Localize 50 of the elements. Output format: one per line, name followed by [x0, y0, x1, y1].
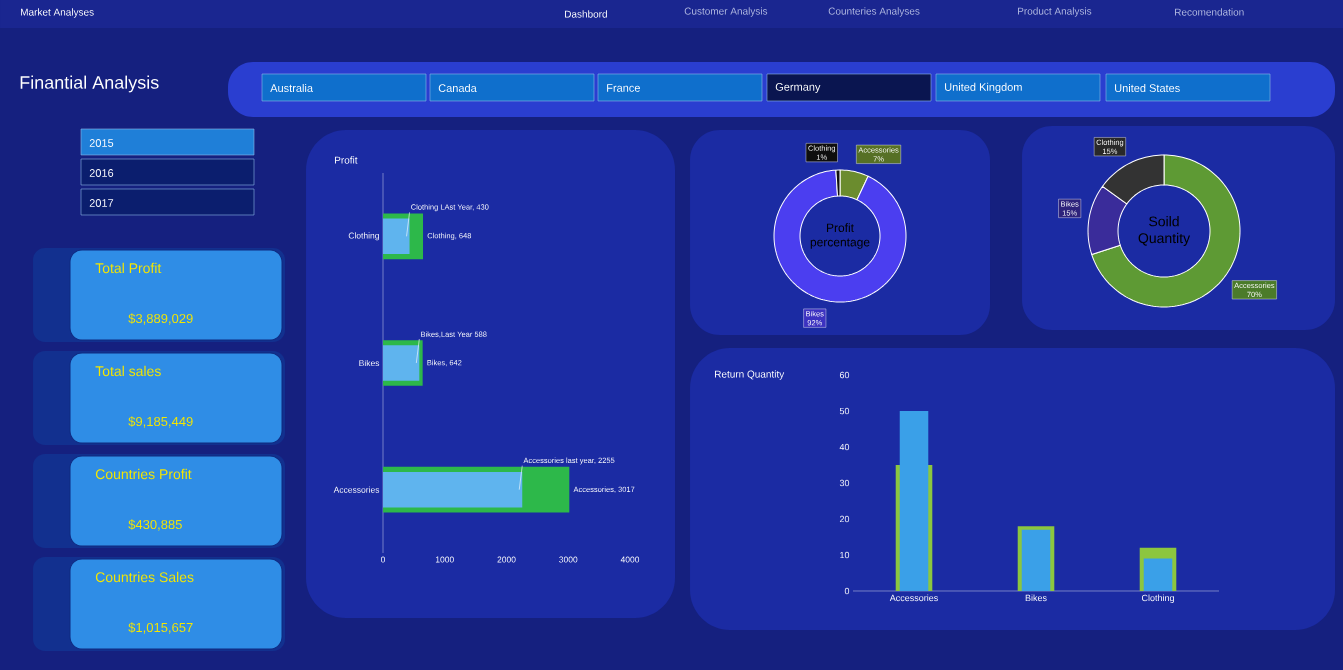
text: Soild Quantity	[1138, 216, 1191, 246]
text: $430,885	[128, 519, 182, 531]
text: Total Profit	[95, 262, 162, 274]
x-tick-label: Bikes	[1025, 594, 1047, 602]
text: Customer Analysis	[684, 7, 768, 17]
y-tick-label: Bikes	[359, 359, 380, 367]
text: Market Analyses	[21, 8, 94, 18]
text: $1,015,657	[128, 622, 193, 634]
text: Australia	[270, 83, 313, 93]
text: Dashbord	[565, 10, 607, 18]
text: Germany	[775, 83, 821, 93]
bar	[1143, 558, 1173, 591]
y-tick-label: 40	[839, 443, 850, 451]
y-tick-label: 10	[840, 551, 850, 559]
text: United States	[1115, 83, 1180, 93]
text: 2016	[89, 169, 114, 177]
x-tick-label: 1000	[435, 556, 454, 563]
text: Countries Sales	[95, 571, 194, 583]
text: Finantial Analysis	[20, 75, 159, 93]
text: $3,889,029	[128, 313, 193, 325]
bar	[383, 218, 410, 255]
x-tick-label: 0	[380, 556, 386, 563]
text: Counteries Analyses	[828, 7, 920, 17]
text: Profit percentage	[810, 223, 870, 249]
y-tick-label: 30	[839, 479, 850, 487]
y-tick-label: 0	[844, 587, 850, 595]
text: Canada	[438, 83, 477, 93]
x-tick-label: Clothing	[1141, 594, 1174, 603]
bar	[383, 471, 523, 508]
y-tick-label: Clothing	[348, 232, 379, 241]
chart-title: Profit	[335, 156, 358, 164]
y-tick-label: 60	[839, 371, 850, 379]
text: Countries Profit	[95, 468, 192, 480]
text: Recomendation	[1175, 8, 1244, 16]
x-tick-label: 2000	[497, 556, 516, 563]
bar	[899, 411, 929, 591]
text: United Kingdom	[945, 82, 1022, 94]
text: Product Analysis	[1018, 7, 1092, 17]
x-tick-label: Accessories	[889, 594, 938, 602]
y-tick-label: 50	[839, 407, 850, 415]
text: $9,185,449	[128, 416, 193, 428]
text: France	[607, 84, 640, 92]
text: 2017	[89, 199, 114, 207]
x-tick-label: 3000	[559, 556, 578, 563]
y-tick-label: Accessories	[333, 486, 380, 493]
text: 2015	[89, 139, 114, 147]
text: Return Quantity	[715, 370, 785, 380]
x-tick-label: 4000	[620, 556, 640, 563]
y-tick-label: 20	[839, 515, 850, 523]
text: Total sales	[95, 365, 161, 377]
